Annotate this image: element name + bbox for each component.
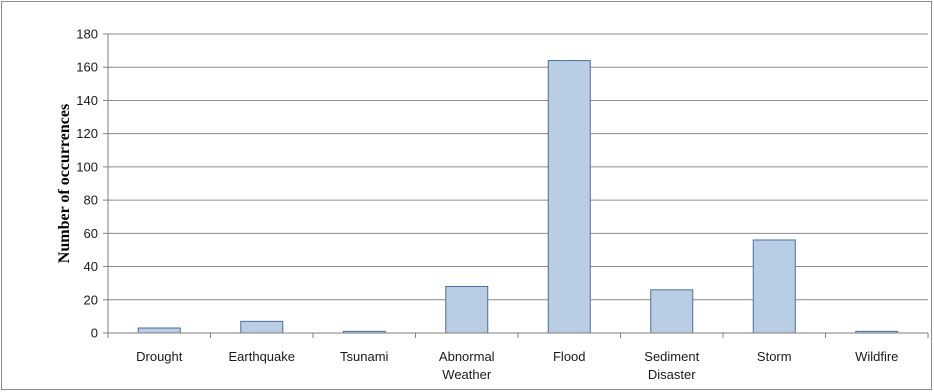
x-tick-label: Disaster <box>648 367 696 382</box>
y-tick-label: 160 <box>76 60 98 75</box>
y-tick-label: 140 <box>76 93 98 108</box>
y-tick-label: 100 <box>76 159 98 174</box>
x-tick-label: Tsunami <box>340 349 389 364</box>
x-tick-label: Abnormal <box>439 349 495 364</box>
y-tick-label: 20 <box>84 292 98 307</box>
x-tick-label: Flood <box>553 349 586 364</box>
x-tick-label: Weather <box>442 367 492 382</box>
y-tick-label: 0 <box>91 326 98 341</box>
bar <box>137 327 181 334</box>
bar <box>445 285 489 334</box>
x-tick-label: Earthquake <box>229 349 296 364</box>
y-tick-label: 40 <box>84 259 98 274</box>
y-axis-label: Number of occurrences <box>56 104 73 263</box>
bars <box>137 60 899 334</box>
bar <box>752 239 796 334</box>
bar <box>240 320 284 334</box>
y-tick-label: 60 <box>84 226 98 241</box>
bar <box>547 60 591 334</box>
x-axis-ticks: Drought Earthquake Tsunami Abnormal Weather F… <box>107 333 929 382</box>
y-tick-label: 80 <box>84 193 98 208</box>
x-tick-label: Wildfire <box>855 349 898 364</box>
y-axis-ticks: 0 20 40 60 80 100 120 140 160 180 <box>76 27 108 341</box>
x-tick-label: Storm <box>757 349 792 364</box>
gridlines <box>108 33 928 301</box>
y-tick-label: 120 <box>76 126 98 141</box>
x-tick-label: Sediment <box>644 349 699 364</box>
bar <box>650 289 694 334</box>
y-tick-label: 180 <box>76 27 98 42</box>
x-tick-label: Drought <box>136 349 183 364</box>
